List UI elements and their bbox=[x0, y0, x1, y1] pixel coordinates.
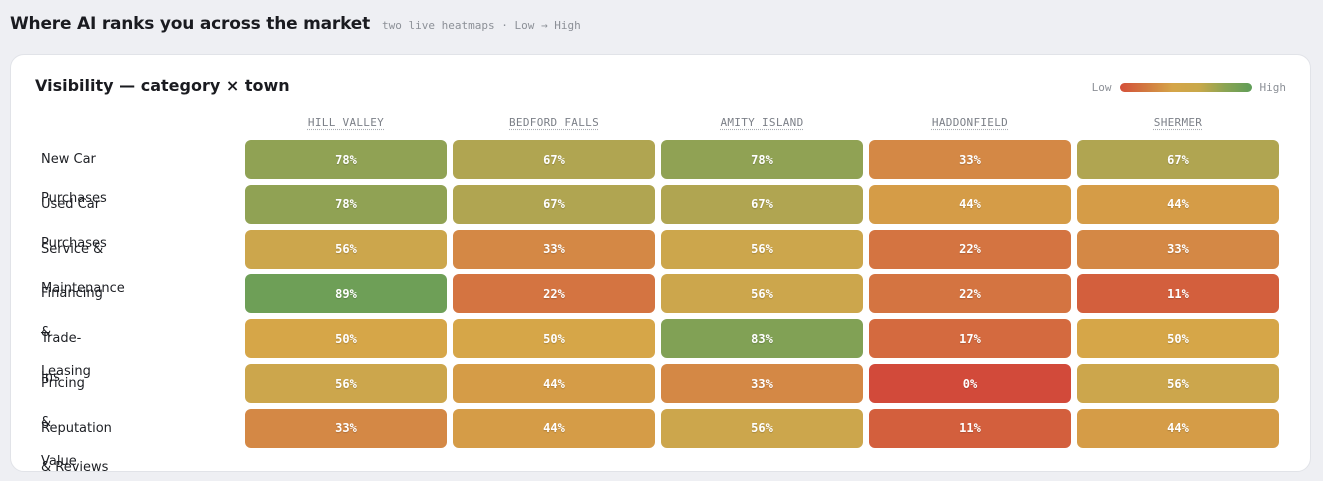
heatmap-cell[interactable]: 83% bbox=[661, 319, 863, 359]
heatmap-cell[interactable]: 67% bbox=[1077, 140, 1279, 179]
row-label: Reputation & Reviews bbox=[41, 420, 112, 475]
heatmap-cell[interactable]: 44% bbox=[1077, 408, 1279, 448]
heatmap-cell[interactable]: 56% bbox=[661, 408, 863, 448]
heatmap-cell[interactable]: 0% bbox=[869, 364, 1071, 403]
heatmap-cell[interactable]: 50% bbox=[245, 319, 447, 359]
column-header: AMITY ISLAND bbox=[720, 116, 804, 129]
page-title: Where AI ranks you across the market bbox=[10, 14, 371, 34]
heatmap-cell[interactable]: 33% bbox=[453, 229, 655, 269]
heatmap-cell[interactable]: 11% bbox=[1077, 274, 1279, 314]
row-label: Financing & Leasing bbox=[41, 286, 103, 380]
heatmap-cell[interactable]: 50% bbox=[1077, 319, 1279, 359]
heatmap-cell[interactable]: 33% bbox=[245, 408, 447, 448]
heatmap-cell[interactable]: 22% bbox=[453, 274, 655, 314]
heatmap-cell[interactable]: 44% bbox=[869, 184, 1071, 224]
heatmap-cell[interactable]: 56% bbox=[661, 229, 863, 269]
heatmap-cell[interactable]: 78% bbox=[245, 184, 447, 224]
heatmap-cell[interactable]: 89% bbox=[245, 274, 447, 314]
row-label: Used Car Purchases bbox=[41, 196, 107, 251]
row-label: Service & Maintenance bbox=[41, 241, 125, 296]
row-label: Trade-Ins bbox=[41, 331, 82, 386]
heatmap-cell[interactable]: 56% bbox=[661, 274, 863, 314]
column-header: SHERMER bbox=[1153, 116, 1203, 129]
heatmap-cell[interactable]: 67% bbox=[661, 184, 863, 224]
color-legend: Low High bbox=[1092, 81, 1286, 94]
heatmap-cell[interactable]: 22% bbox=[869, 229, 1071, 269]
heatmap-cell[interactable]: 33% bbox=[661, 364, 863, 403]
legend-gradient-bar bbox=[1119, 83, 1252, 92]
heatmap-cell[interactable]: 67% bbox=[453, 184, 655, 224]
heatmap-cell[interactable]: 78% bbox=[661, 140, 863, 179]
heatmap-card: Visibility — category × town Low High HI… bbox=[10, 54, 1311, 475]
heatmap-cell[interactable]: 56% bbox=[245, 229, 447, 269]
heatmap-cell[interactable]: 17% bbox=[869, 319, 1071, 359]
heatmap-cell[interactable]: 44% bbox=[453, 408, 655, 448]
heatmap-cell[interactable]: 22% bbox=[869, 274, 1071, 314]
page-header: Where AI ranks you across the market two… bbox=[10, 14, 581, 34]
row-label: Pricing & Value bbox=[41, 376, 85, 469]
heatmap-cell[interactable]: 33% bbox=[1077, 229, 1279, 269]
page-subtitle: two live heatmaps · Low → High bbox=[382, 19, 581, 32]
heatmap-cell[interactable]: 44% bbox=[453, 364, 655, 403]
column-header: BEDFORD FALLS bbox=[509, 116, 599, 129]
heatmap-cell[interactable]: 56% bbox=[1077, 364, 1279, 403]
heatmap-cell[interactable]: 11% bbox=[869, 408, 1071, 448]
heatmap-cell[interactable]: 67% bbox=[453, 140, 655, 179]
heatmap-cell[interactable]: 33% bbox=[869, 140, 1071, 179]
column-header: HADDONFIELD bbox=[931, 116, 1009, 129]
card-title: Visibility — category × town bbox=[35, 76, 290, 95]
heatmap-cell[interactable]: 78% bbox=[245, 140, 447, 179]
column-headers: HILL VALLEY BEDFORD FALLS AMITY ISLAND HADD… bbox=[245, 116, 1283, 132]
row-label: New Car Purchases bbox=[41, 152, 107, 206]
heatmap-cell[interactable]: 56% bbox=[245, 364, 447, 403]
column-header: HILL VALLEY bbox=[307, 116, 385, 129]
heatmap-cell[interactable]: 50% bbox=[453, 319, 655, 359]
heatmap-cell[interactable]: 44% bbox=[1077, 184, 1279, 224]
legend-high-label: High bbox=[1259, 81, 1287, 94]
legend-low-label: Low bbox=[1091, 81, 1112, 94]
